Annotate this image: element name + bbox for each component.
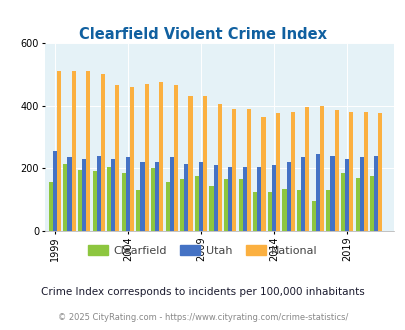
Bar (228, 167, 232, 231)
Bar (49, 182, 53, 231)
Bar (326, 190, 330, 231)
Bar (296, 190, 301, 231)
Bar (359, 157, 363, 231)
Bar (96, 156, 100, 231)
Bar (305, 107, 309, 231)
Bar (198, 162, 202, 231)
Bar (330, 156, 334, 231)
Bar (209, 185, 213, 231)
Bar (363, 112, 367, 231)
Bar (275, 114, 279, 231)
Bar (355, 178, 359, 231)
Bar (71, 71, 75, 231)
Bar (348, 112, 352, 231)
Bar (180, 179, 184, 231)
Bar (144, 84, 148, 231)
Bar (194, 176, 198, 231)
Bar (217, 104, 221, 231)
Bar (377, 114, 382, 231)
Bar (159, 82, 163, 231)
Bar (57, 71, 61, 231)
Bar (155, 162, 159, 231)
Bar (334, 110, 338, 231)
Bar (257, 167, 261, 231)
Bar (151, 168, 155, 231)
Bar (286, 162, 290, 231)
Legend: Clearfield, Utah, National: Clearfield, Utah, National (83, 241, 322, 260)
Bar (67, 157, 71, 231)
Bar (261, 116, 265, 231)
Bar (165, 182, 169, 231)
Bar (184, 164, 188, 231)
Bar (242, 167, 246, 231)
Bar (369, 176, 373, 231)
Bar (173, 85, 177, 231)
Bar (238, 179, 242, 231)
Bar (122, 173, 126, 231)
Bar (224, 179, 228, 231)
Bar (290, 112, 294, 231)
Bar (301, 157, 305, 231)
Bar (311, 201, 315, 231)
Bar (246, 109, 250, 231)
Bar (100, 74, 104, 231)
Bar (86, 71, 90, 231)
Bar (63, 164, 67, 231)
Bar (315, 154, 319, 231)
Text: © 2025 CityRating.com - https://www.cityrating.com/crime-statistics/: © 2025 CityRating.com - https://www.city… (58, 313, 347, 322)
Text: Clearfield Violent Crime Index: Clearfield Violent Crime Index (79, 27, 326, 42)
Bar (202, 96, 207, 231)
Bar (111, 159, 115, 231)
Bar (373, 156, 377, 231)
Bar (92, 172, 96, 231)
Bar (282, 189, 286, 231)
Bar (340, 173, 344, 231)
Bar (232, 109, 236, 231)
Bar (140, 162, 144, 231)
Bar (253, 192, 257, 231)
Bar (213, 165, 217, 231)
Bar (130, 87, 134, 231)
Bar (344, 159, 348, 231)
Bar (169, 157, 173, 231)
Text: Crime Index corresponds to incidents per 100,000 inhabitants: Crime Index corresponds to incidents per… (41, 287, 364, 297)
Bar (267, 192, 271, 231)
Bar (188, 96, 192, 231)
Bar (271, 165, 275, 231)
Bar (115, 85, 119, 231)
Bar (126, 157, 130, 231)
Bar (82, 159, 86, 231)
Bar (78, 170, 82, 231)
Bar (319, 106, 323, 231)
Bar (136, 190, 140, 231)
Bar (107, 167, 111, 231)
Bar (53, 151, 57, 231)
